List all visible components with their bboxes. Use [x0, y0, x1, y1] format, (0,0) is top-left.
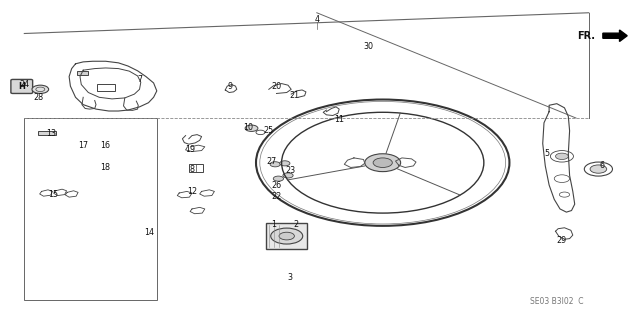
- Text: 6: 6: [599, 161, 604, 170]
- Text: 15: 15: [48, 190, 58, 199]
- Text: 20: 20: [271, 82, 282, 91]
- Text: 22: 22: [271, 192, 282, 201]
- FancyBboxPatch shape: [11, 79, 33, 93]
- Circle shape: [373, 158, 392, 167]
- Text: 12: 12: [187, 187, 197, 196]
- Text: 26: 26: [271, 181, 282, 189]
- Text: 18: 18: [100, 163, 111, 172]
- Polygon shape: [603, 30, 627, 41]
- Circle shape: [279, 232, 294, 240]
- Circle shape: [273, 176, 284, 181]
- Text: 11: 11: [334, 115, 344, 124]
- Text: 17: 17: [78, 141, 88, 150]
- Text: 13: 13: [46, 130, 56, 138]
- Text: 30: 30: [363, 42, 373, 51]
- Circle shape: [556, 153, 568, 160]
- Circle shape: [280, 161, 290, 166]
- Bar: [77, 71, 88, 75]
- Bar: [38, 131, 56, 135]
- Circle shape: [270, 162, 280, 167]
- Circle shape: [283, 173, 293, 178]
- Text: 2: 2: [294, 220, 299, 229]
- Bar: [97, 84, 115, 91]
- Circle shape: [365, 154, 401, 172]
- Text: FR.: FR.: [577, 31, 595, 41]
- Text: SE03 B3I02  C: SE03 B3I02 C: [530, 297, 584, 306]
- Text: 25: 25: [264, 126, 274, 135]
- Text: 24: 24: [19, 80, 29, 89]
- Text: 16: 16: [100, 141, 111, 150]
- Text: 14: 14: [144, 228, 154, 237]
- Text: 19: 19: [185, 145, 195, 154]
- Text: 9: 9: [228, 82, 233, 91]
- Text: 8: 8: [189, 165, 195, 174]
- Circle shape: [590, 165, 607, 173]
- Text: 7: 7: [137, 75, 142, 84]
- Circle shape: [271, 228, 303, 244]
- Text: 3: 3: [287, 273, 292, 282]
- Circle shape: [245, 125, 258, 131]
- Text: H: H: [19, 82, 25, 91]
- Text: 4: 4: [314, 15, 319, 24]
- Text: 5: 5: [545, 149, 550, 158]
- Text: 28: 28: [33, 93, 44, 102]
- Text: 23: 23: [285, 166, 296, 175]
- Bar: [266, 223, 307, 249]
- Text: 10: 10: [243, 123, 253, 132]
- Text: 21: 21: [289, 91, 300, 100]
- Bar: [24, 118, 157, 300]
- Text: 29: 29: [556, 236, 566, 245]
- Text: 1: 1: [271, 220, 276, 229]
- Text: 27: 27: [266, 157, 276, 166]
- Circle shape: [32, 85, 49, 93]
- Bar: [189, 164, 203, 172]
